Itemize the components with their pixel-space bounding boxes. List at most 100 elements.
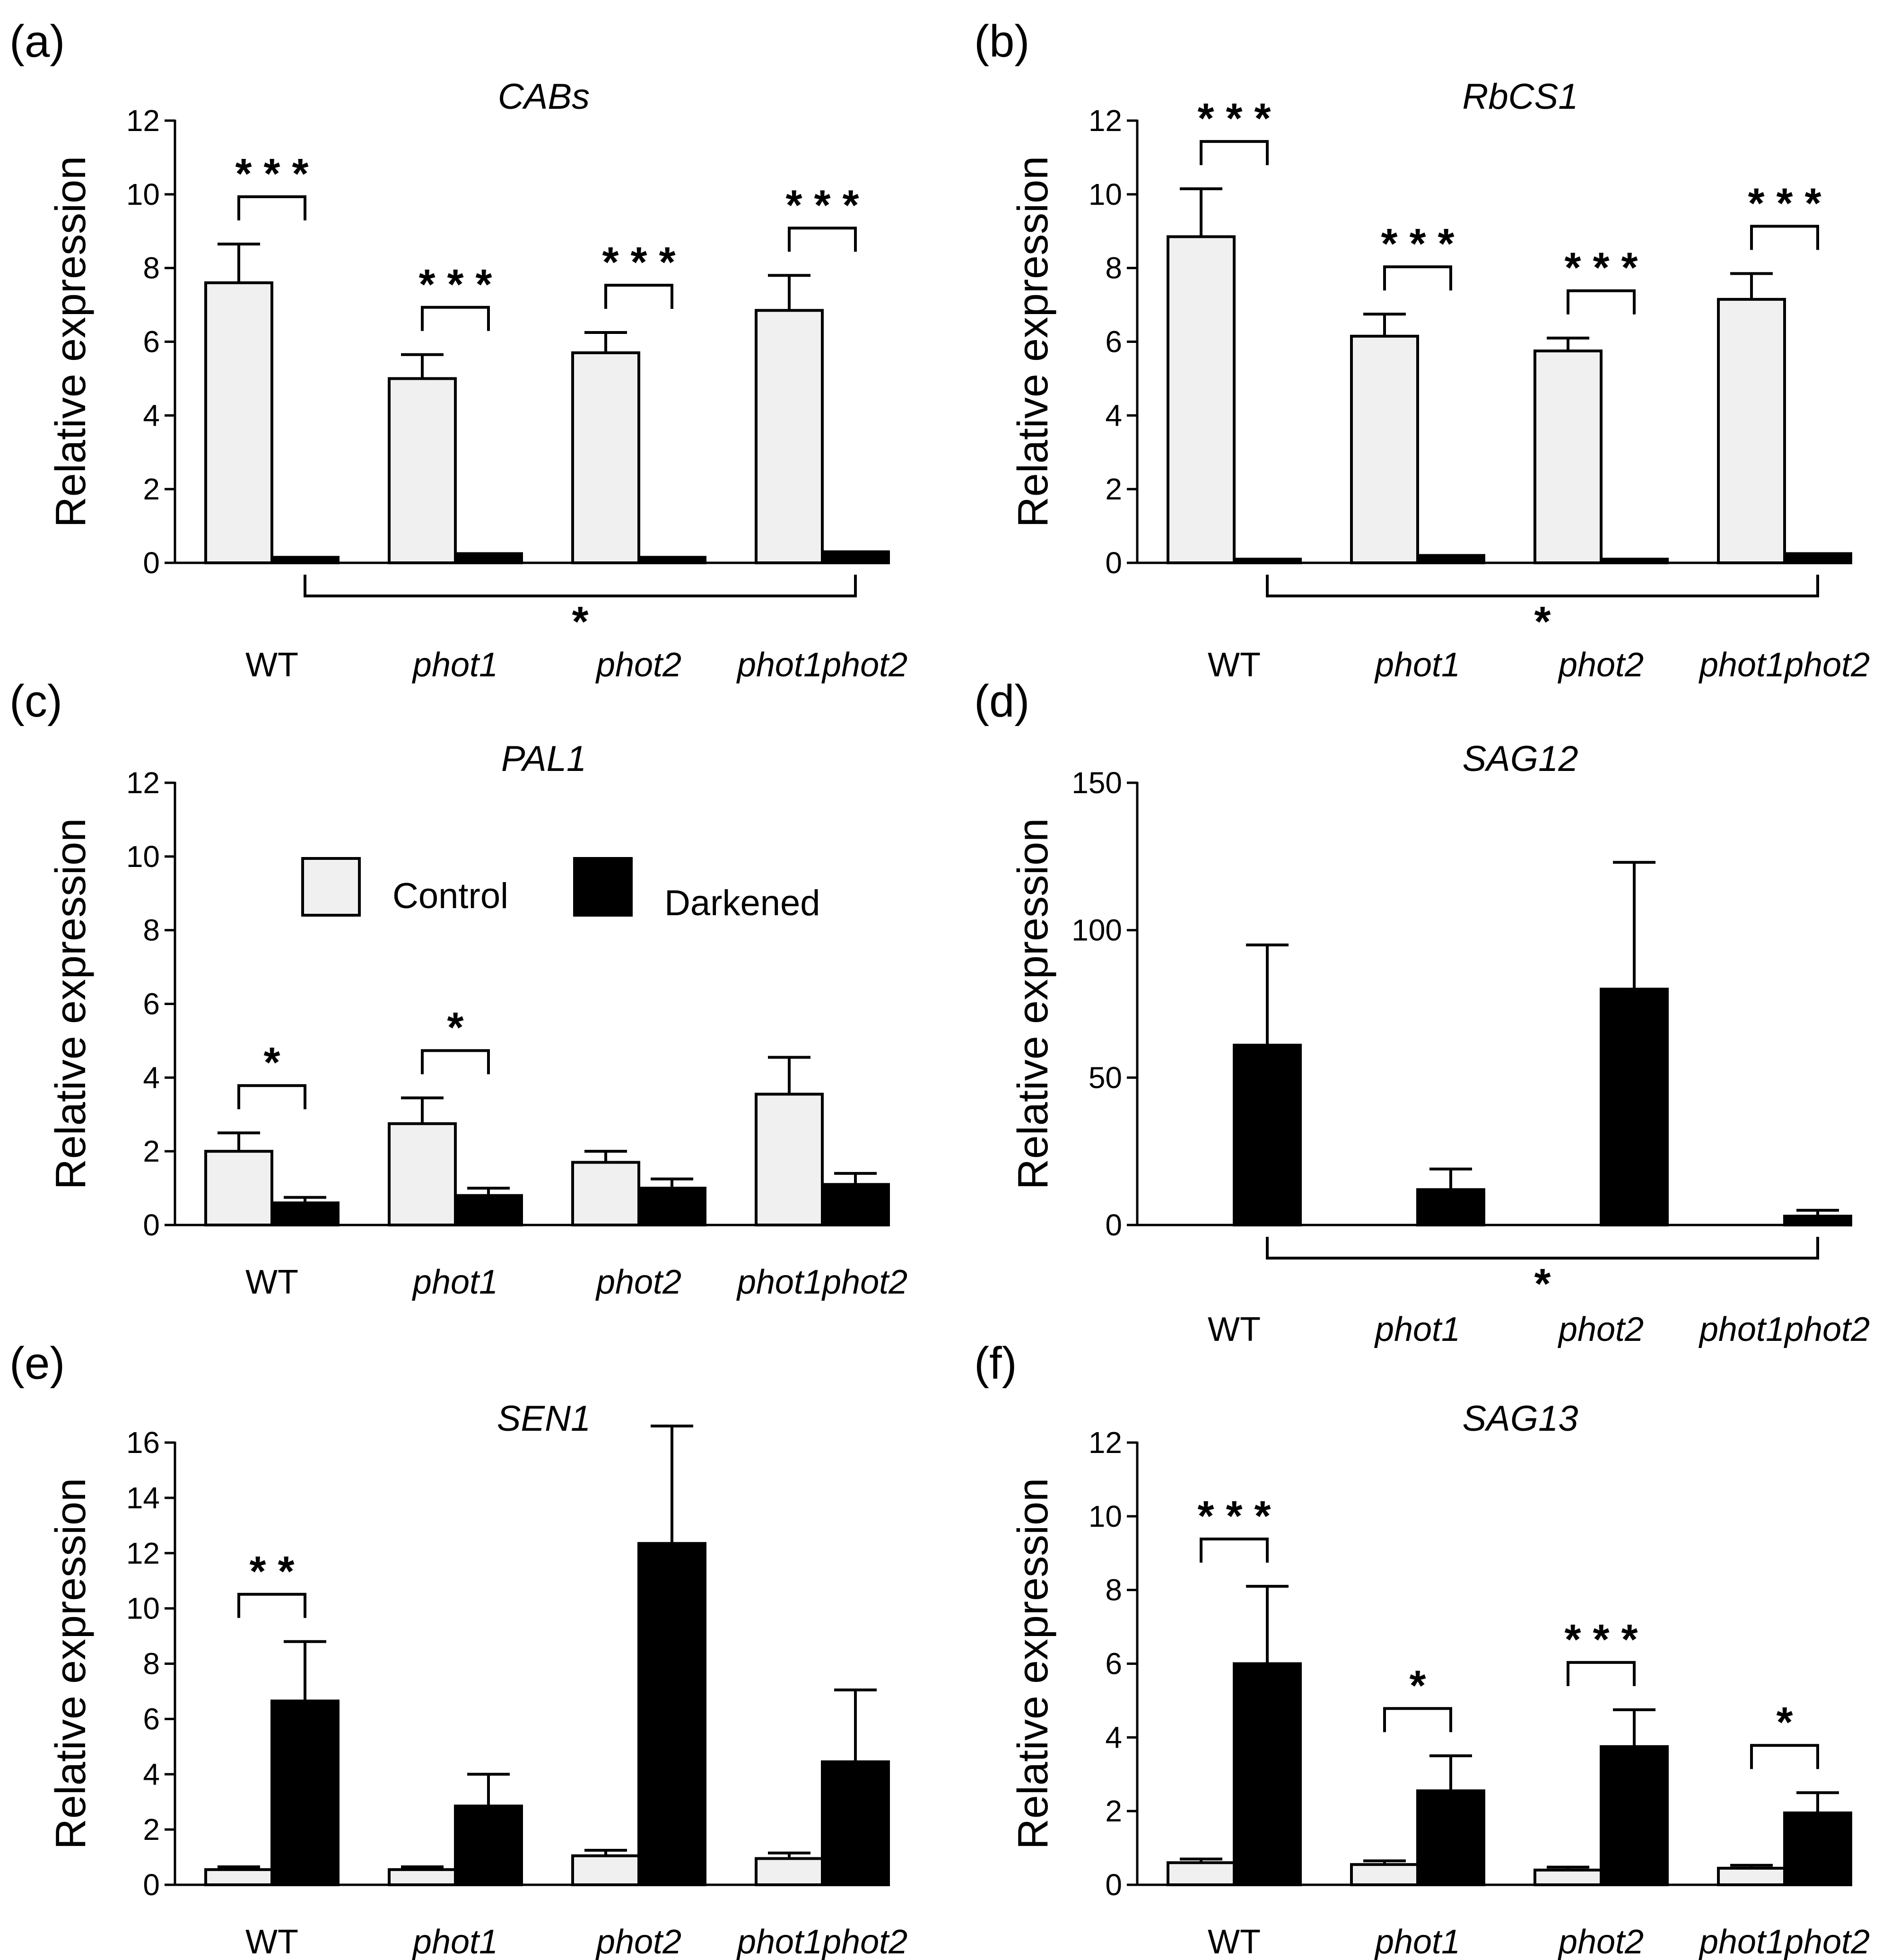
y-axis-label: Relative expression	[47, 156, 95, 527]
legend-label: Control	[392, 876, 508, 916]
bar-control	[1350, 1863, 1419, 1886]
bar-darkened	[1233, 1662, 1302, 1886]
x-tick-label: phot2	[1558, 1311, 1644, 1348]
bar-control	[755, 1857, 824, 1886]
chart-title: PAL1	[501, 739, 586, 779]
y-tick-label: 2	[143, 1134, 160, 1168]
chart-panel-2: (b) RbCS1 Relative expression 0 2 4 6 8 10 12 WT ph…	[974, 16, 1870, 684]
y-axis-label: Relative expression	[1010, 1478, 1057, 1849]
chart-title: SEN1	[497, 1399, 591, 1439]
significance-bracket	[604, 284, 673, 309]
y-tick-label: 4	[1105, 398, 1122, 432]
y-tick-label: 8	[143, 251, 160, 285]
bar-darkened	[821, 550, 890, 564]
x-tick-label: phot1	[412, 646, 498, 684]
y-tick-label: 0	[1105, 1868, 1122, 1902]
bar-control	[1717, 1866, 1786, 1886]
bar-darkened	[1416, 1188, 1485, 1226]
x-tick-label: phot2	[595, 646, 681, 684]
bar-darkened	[1233, 1043, 1302, 1226]
bar-darkened	[1600, 558, 1669, 565]
chart-panel-4: (d) SAG12 Relative expression 0 50 100 150 WT ph…	[974, 676, 1870, 1348]
y-tick-label: 6	[1105, 1647, 1122, 1681]
y-tick-label: 12	[1089, 1426, 1122, 1460]
x-tick-label: WT	[245, 646, 298, 684]
significance-bracket	[1567, 289, 1636, 315]
x-tick-label: phot1phot2	[736, 1263, 907, 1301]
chart-panel-3: (c) PAL1 Relative expression 0 2 4 6 8 10 12 WT pho…	[9, 676, 907, 1301]
significance-bracket	[1200, 1537, 1269, 1563]
y-axis-label: Relative expression	[47, 1478, 95, 1849]
bar-control	[571, 1161, 640, 1227]
bar-control	[388, 377, 457, 565]
significance-stars: * * *	[1564, 245, 1638, 292]
bar-control	[204, 1868, 273, 1886]
x-tick-label: phot1phot2	[1699, 1923, 1870, 1960]
significance-bracket-bottom	[304, 575, 857, 597]
y-tick-label: 6	[1105, 325, 1122, 359]
y-tick-label: 2	[143, 1812, 160, 1846]
y-tick-label: 10	[1089, 1499, 1122, 1533]
x-tick-label: WT	[245, 1923, 298, 1960]
x-tick-label: phot1	[1374, 1923, 1460, 1960]
chart-title: SAG12	[1462, 739, 1578, 779]
significance-stars: * * *	[418, 261, 492, 308]
bar-darkened	[821, 1760, 890, 1886]
significance-stars-bottom: *	[1534, 1260, 1551, 1308]
bar-control	[1533, 1868, 1603, 1886]
y-tick-label: 100	[1072, 913, 1122, 947]
significance-bracket	[1567, 1661, 1636, 1686]
y-tick-label: 10	[126, 1592, 160, 1626]
significance-bracket-bottom	[1266, 575, 1819, 597]
y-tick-label: 0	[1105, 1208, 1122, 1242]
bar-darkened	[454, 552, 523, 565]
bar-control	[204, 281, 273, 564]
x-tick-label: phot2	[1558, 646, 1644, 684]
x-tick-label: WT	[1208, 646, 1261, 684]
significance-bracket	[421, 1049, 490, 1075]
significance-bracket	[1383, 265, 1452, 291]
significance-stars: * * *	[1748, 180, 1821, 227]
chart-title: SAG13	[1462, 1399, 1578, 1439]
bar-control	[1350, 334, 1419, 564]
y-tick-label: 10	[126, 177, 160, 211]
y-tick-label: 2	[1105, 472, 1122, 506]
bar-control	[388, 1868, 457, 1886]
x-tick-label: WT	[245, 1263, 298, 1301]
x-tick-label: WT	[1208, 1923, 1261, 1960]
bar-darkened	[1783, 1215, 1852, 1227]
y-tick-label: 4	[1105, 1720, 1122, 1754]
y-tick-label: 8	[143, 913, 160, 947]
chart-title: RbCS1	[1463, 77, 1578, 117]
y-axis-label: Relative expression	[1010, 818, 1057, 1190]
x-tick-label: phot1phot2	[736, 1923, 907, 1960]
x-tick-label: phot2	[595, 1263, 681, 1301]
y-tick-label: 4	[143, 1060, 160, 1094]
y-tick-label: 8	[143, 1647, 160, 1681]
significance-bracket	[237, 195, 306, 221]
y-tick-label: 4	[143, 1757, 160, 1791]
x-tick-label: phot2	[1558, 1923, 1644, 1960]
panel-label: (b)	[974, 16, 1029, 67]
bar-control	[1533, 349, 1603, 565]
bar-control	[1167, 235, 1236, 564]
bar-darkened	[821, 1183, 890, 1227]
significance-bracket	[1200, 140, 1269, 166]
significance-bracket	[788, 227, 857, 252]
bar-control	[1717, 298, 1786, 564]
significance-bracket	[1750, 1744, 1819, 1769]
significance-bracket	[237, 1592, 306, 1618]
y-tick-label: 50	[1089, 1060, 1122, 1094]
panel-label: (e)	[9, 1338, 65, 1389]
x-tick-label: phot1phot2	[736, 646, 907, 684]
y-tick-label: 150	[1072, 766, 1122, 800]
bar-darkened	[454, 1194, 523, 1227]
panel-label: (d)	[974, 676, 1029, 726]
y-tick-label: 12	[126, 766, 160, 800]
significance-stars: * * *	[235, 150, 308, 198]
y-tick-label: 0	[143, 1868, 160, 1902]
y-tick-label: 12	[126, 104, 160, 138]
y-tick-label: 0	[143, 1208, 160, 1242]
y-axis-label: Relative expression	[1010, 156, 1057, 527]
